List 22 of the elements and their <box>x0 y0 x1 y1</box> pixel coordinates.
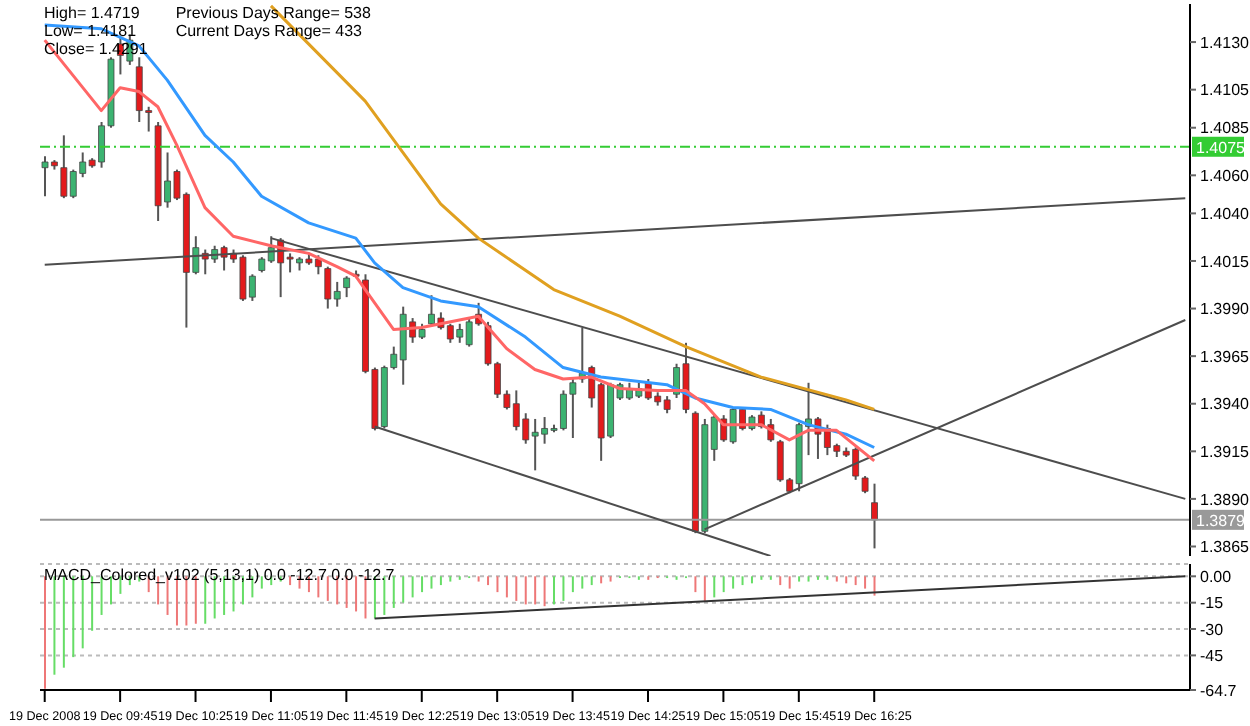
ref-line-label: 1.3879 <box>1196 511 1247 530</box>
y-tick-label: 1.4085 <box>1200 119 1250 138</box>
y-tick-label: 1.4015 <box>1200 252 1250 271</box>
y-tick-label: -30 <box>1200 620 1225 639</box>
y-tick-label: 1.3965 <box>1200 347 1250 366</box>
y-tick-label: 1.3990 <box>1200 300 1250 319</box>
y-tick-label: 1.4130 <box>1200 33 1250 52</box>
y-tick-label: 1.3890 <box>1200 490 1250 509</box>
y-tick-label: 1.3915 <box>1200 442 1250 461</box>
annotation: MACD_Colored_v102 (5,13,1) 0.0 -12.7 0.0 -12.7 <box>44 566 395 584</box>
y-tick-label: 1.3940 <box>1200 395 1250 414</box>
y-tick-label: -64.7 <box>1200 681 1238 700</box>
y-tick-label: 1.4105 <box>1200 81 1250 100</box>
y-tick-label: -15 <box>1200 594 1225 613</box>
annotation: Previous Days Range= 538 <box>175 4 371 22</box>
y-tick-label: -45 <box>1200 647 1225 666</box>
y-tick-label: 1.3865 <box>1200 538 1250 557</box>
y-tick-label: 0.00 <box>1200 567 1233 586</box>
ref-line-label: 1.4075 <box>1196 138 1247 157</box>
y-tick-label: 1.4040 <box>1200 205 1250 224</box>
annotation: High= 1.4719 <box>44 4 142 22</box>
y-tick-label: 1.4060 <box>1200 166 1250 185</box>
